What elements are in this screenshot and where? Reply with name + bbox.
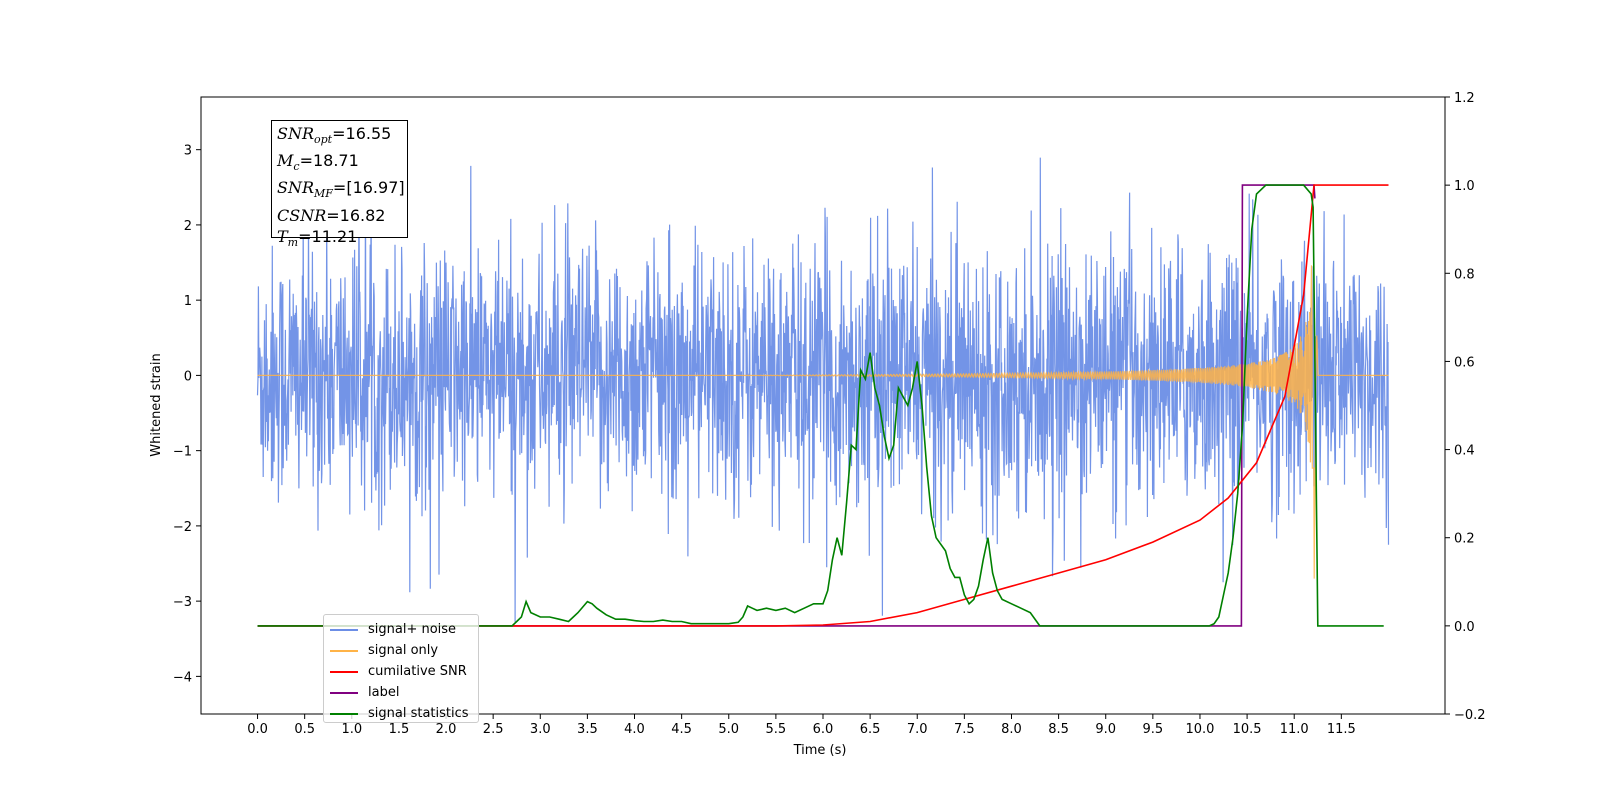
x-tick-label: 4.0 bbox=[624, 722, 645, 737]
y2-tick-label: 1.2 bbox=[1454, 91, 1475, 106]
y-tick-label: 3 bbox=[184, 144, 192, 159]
legend-item-signal-only: signal only bbox=[330, 640, 472, 661]
x-tick-label: 9.5 bbox=[1143, 722, 1164, 737]
info-snr-mf: SNRMF=[16.97] bbox=[277, 178, 405, 201]
series-cumulative-snr bbox=[257, 184, 1389, 627]
y-tick-label: 2 bbox=[184, 219, 192, 234]
y-tick-label: −2 bbox=[173, 520, 192, 535]
info-mc: Mc=18.71 bbox=[277, 151, 359, 174]
y-tick-label: −1 bbox=[173, 445, 192, 460]
series-signal-noise bbox=[256, 131, 1390, 622]
legend-item-cumulative-snr: cumilative SNR bbox=[330, 661, 472, 682]
info-tm: Tm=11.21 bbox=[277, 226, 358, 249]
legend-item-signal-noise: signal+ noise bbox=[330, 619, 472, 640]
x-tick-label: 1.5 bbox=[389, 722, 410, 737]
y2-tick-label: −0.2 bbox=[1454, 708, 1486, 723]
x-tick-label: 7.5 bbox=[954, 722, 975, 737]
legend-label: cumilative SNR bbox=[368, 664, 467, 679]
y2-tick-label: 0.4 bbox=[1454, 444, 1475, 459]
x-tick-label: 2.0 bbox=[436, 722, 457, 737]
y-tick-label: −3 bbox=[173, 595, 192, 610]
y2-tick-label: 0.2 bbox=[1454, 532, 1475, 547]
y2-tick-label: 0.8 bbox=[1454, 267, 1475, 282]
legend-label: signal+ noise bbox=[368, 622, 457, 637]
legend-label: signal only bbox=[368, 643, 439, 658]
x-tick-label: 5.0 bbox=[718, 722, 739, 737]
x-tick-label: 2.5 bbox=[483, 722, 504, 737]
legend-label: label bbox=[368, 685, 400, 700]
x-tick-label: 1.0 bbox=[341, 722, 362, 737]
x-tick-label: 6.5 bbox=[860, 722, 881, 737]
series-signal-only bbox=[257, 265, 1389, 579]
info-box: SNRopt=16.55 Mc=18.71 SNRMF=[16.97] CSNR… bbox=[271, 120, 408, 249]
y2-tick-label: 1.0 bbox=[1454, 179, 1475, 194]
x-tick-label: 3.0 bbox=[530, 722, 551, 737]
x-tick-label: 7.0 bbox=[907, 722, 928, 737]
x-tick-label: 6.0 bbox=[813, 722, 834, 737]
legend-label: signal statistics bbox=[368, 706, 469, 721]
x-tick-label: 4.5 bbox=[671, 722, 692, 737]
x-tick-label: 0.0 bbox=[247, 722, 268, 737]
y2-tick-label: 0.0 bbox=[1454, 620, 1475, 635]
y-tick-label: 1 bbox=[184, 294, 192, 309]
x-tick-label: 10.5 bbox=[1233, 722, 1262, 737]
x-tick-label: 0.5 bbox=[294, 722, 315, 737]
x-tick-label: 11.0 bbox=[1280, 722, 1309, 737]
x-tick-label: 3.5 bbox=[577, 722, 598, 737]
legend-item-signal-statistics: signal statistics bbox=[330, 703, 472, 724]
legend: signal+ noise signal only cumilative SNR… bbox=[323, 614, 479, 723]
info-csnr: CSNR=16.82 bbox=[277, 205, 386, 225]
x-tick-label: 5.5 bbox=[766, 722, 787, 737]
y-axis-label: Whitened strain bbox=[149, 353, 164, 456]
legend-item-label: label bbox=[330, 682, 472, 703]
info-snr-opt: SNRopt=16.55 bbox=[277, 124, 392, 147]
y-tick-label: −4 bbox=[173, 670, 192, 685]
x-tick-label: 11.5 bbox=[1327, 722, 1356, 737]
x-tick-label: 10.0 bbox=[1185, 722, 1214, 737]
x-axis-label: Time (s) bbox=[793, 743, 847, 758]
x-tick-label: 9.0 bbox=[1095, 722, 1116, 737]
series-signal-statistics bbox=[257, 184, 1384, 627]
x-tick-label: 8.5 bbox=[1048, 722, 1069, 737]
x-tick-label: 8.0 bbox=[1001, 722, 1022, 737]
y2-tick-label: 0.6 bbox=[1454, 355, 1475, 370]
y-tick-label: 0 bbox=[184, 369, 192, 384]
